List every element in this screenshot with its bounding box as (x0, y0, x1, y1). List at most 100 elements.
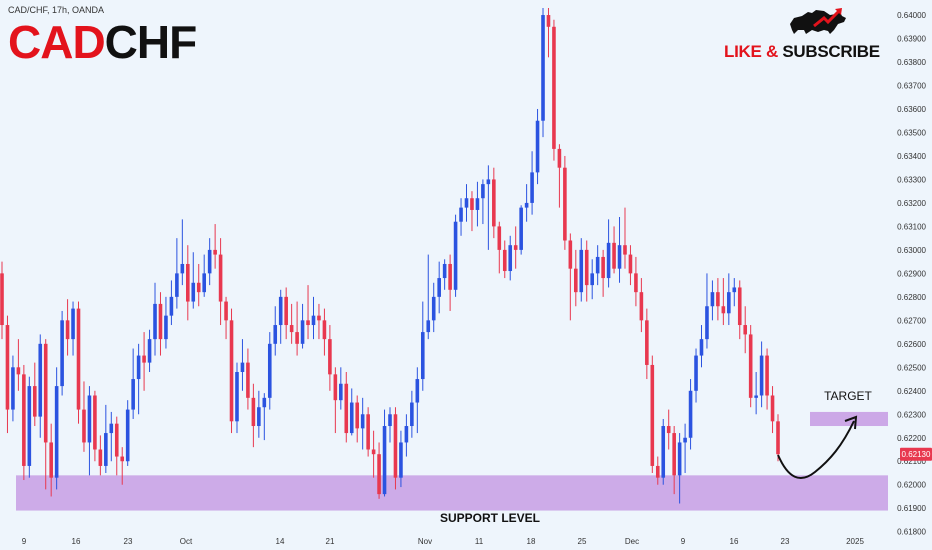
candle-body (240, 362, 245, 373)
time-tick-label: Dec (625, 537, 639, 546)
candle-body (754, 395, 758, 398)
candle-body (508, 245, 513, 272)
candle-body (410, 402, 414, 427)
candle-body (76, 308, 81, 410)
candle-body (574, 268, 578, 293)
candle-body (415, 379, 420, 403)
candle-body (147, 339, 152, 363)
candle-body (552, 26, 556, 149)
candle-body (32, 386, 37, 417)
candle-body (93, 395, 97, 450)
time-tick-label: Oct (180, 537, 193, 546)
candle-body (284, 296, 288, 326)
candle-body (71, 308, 75, 340)
candle-body (355, 402, 360, 429)
candle-body (705, 306, 709, 340)
candle-body (65, 320, 70, 340)
current-price-label: 0.62130 (902, 450, 931, 459)
subscribe-label: SUBSCRIBE (782, 42, 880, 61)
candle-body (388, 414, 392, 427)
time-axis: 9 16 23 Oct 14 21 Nov 11 18 25 Dec 9 16 23 2025 (22, 537, 865, 546)
candle-body (246, 362, 250, 398)
candle-body (349, 402, 354, 434)
time-tick-label: 11 (475, 537, 484, 546)
candle-body (710, 292, 715, 307)
candle-body (716, 292, 720, 307)
candle-body (262, 397, 267, 408)
candle-body (136, 355, 141, 380)
price-tick-label: 0.63500 (897, 128, 926, 137)
time-tick-label: 16 (730, 537, 739, 546)
candle-body (339, 383, 343, 401)
candle-body (513, 245, 518, 250)
candle-body (120, 456, 125, 462)
candle-body (530, 172, 534, 203)
candle-body (584, 249, 589, 286)
candle-body (267, 343, 272, 398)
candle-body (60, 320, 64, 387)
candle-body (650, 364, 655, 466)
candle-body (601, 256, 605, 279)
bull-icon (790, 8, 846, 34)
candle-body (563, 167, 567, 241)
candle-body (557, 148, 562, 168)
candle-body (464, 198, 469, 208)
candle-body (322, 320, 327, 340)
candle-body (306, 320, 310, 326)
symbol-header: CAD/CHF, 17h, OANDA (8, 5, 105, 15)
time-tick-label: 23 (124, 537, 133, 546)
candle-body (404, 426, 409, 443)
price-tick-label: 0.62400 (897, 387, 926, 396)
candle-body (175, 273, 179, 297)
candle-body (666, 426, 671, 434)
candle-body (519, 207, 523, 250)
candle-body (180, 263, 185, 274)
candle-body (426, 320, 431, 333)
candle-body (38, 343, 43, 417)
candles-layer (0, 8, 780, 504)
candle-body (196, 282, 201, 293)
candle-body (634, 273, 638, 293)
candle-body (229, 320, 234, 422)
price-tick-label: 0.62500 (897, 363, 926, 372)
time-tick-label: 14 (276, 537, 285, 546)
price-tick-label: 0.62600 (897, 340, 926, 349)
candle-body (87, 395, 92, 443)
candle-body (377, 454, 381, 495)
candle-body (683, 437, 687, 443)
candle-body (114, 423, 119, 457)
candle-body (420, 332, 425, 380)
candle-body (43, 343, 48, 443)
price-tick-label: 0.62800 (897, 293, 926, 302)
pair-title-base: CAD (8, 16, 106, 68)
candle-body (759, 355, 764, 396)
candle-body (344, 383, 349, 434)
candle-body (98, 449, 103, 466)
candle-body (213, 249, 217, 255)
candle-body (732, 287, 737, 293)
candle-body (366, 414, 370, 450)
candle-body (235, 372, 239, 422)
candle-body (333, 374, 338, 401)
candle-body (677, 442, 682, 476)
like-label: LIKE & (724, 42, 783, 61)
candle-body (273, 325, 278, 344)
brand-badge[interactable]: LIKE & SUBSCRIBE (724, 2, 900, 66)
candle-body (169, 296, 174, 316)
candle-body (688, 390, 693, 438)
candle-body (431, 296, 436, 321)
candle-body (54, 386, 59, 478)
candle-body (164, 315, 168, 340)
price-tick-label: 0.63200 (897, 199, 926, 208)
candle-body (5, 325, 10, 410)
price-tick-label: 0.63700 (897, 81, 926, 90)
candle-body (699, 339, 704, 356)
candle-body (737, 287, 742, 326)
candle-body (481, 184, 485, 199)
price-tick-label: 0.63000 (897, 246, 926, 255)
candle-body (568, 240, 573, 269)
price-tick-label: 0.63600 (897, 105, 926, 114)
support-level-label: SUPPORT LEVEL (440, 511, 540, 525)
price-tick-label: 0.63400 (897, 152, 926, 161)
